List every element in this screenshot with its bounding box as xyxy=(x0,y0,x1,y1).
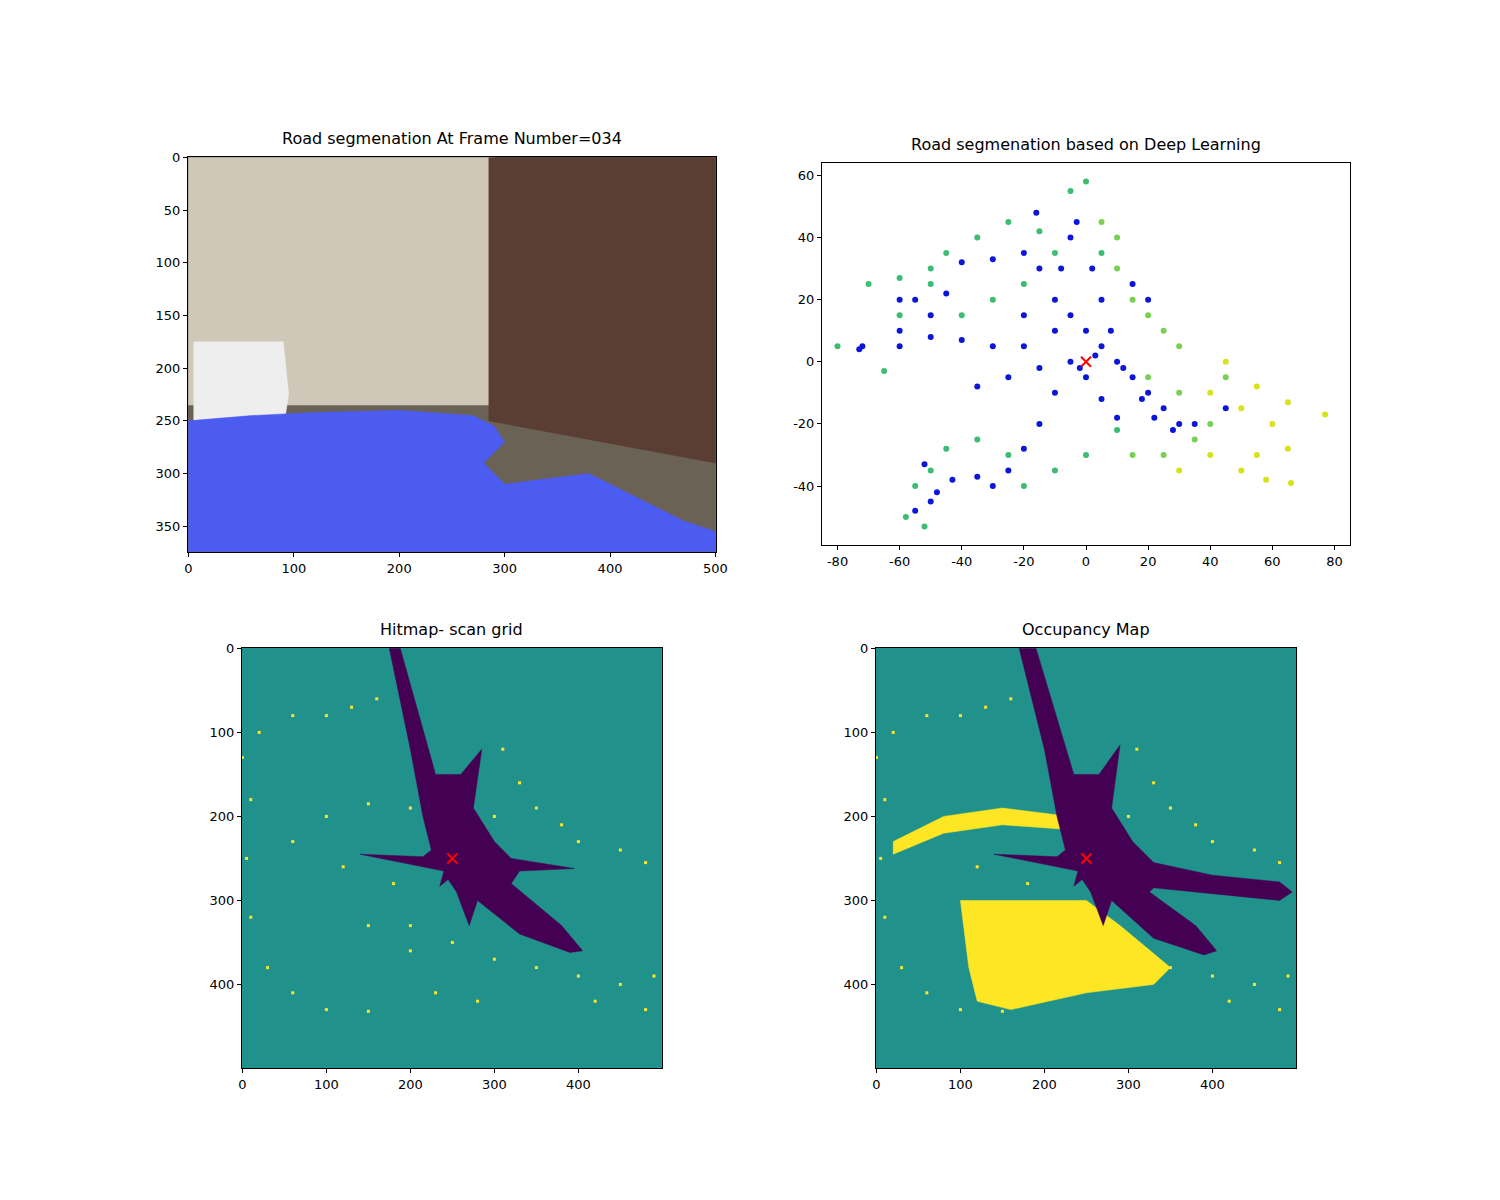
svg-text:300: 300 xyxy=(482,1077,507,1092)
svg-text:20: 20 xyxy=(798,292,815,307)
svg-text:200: 200 xyxy=(844,809,869,824)
svg-text:400: 400 xyxy=(566,1077,591,1092)
svg-text:-20: -20 xyxy=(1013,554,1034,569)
svg-text:200: 200 xyxy=(1032,1077,1057,1092)
svg-text:150: 150 xyxy=(156,308,181,323)
svg-text:40: 40 xyxy=(1202,554,1219,569)
svg-text:20: 20 xyxy=(1140,554,1157,569)
svg-text:-60: -60 xyxy=(889,554,910,569)
svg-text:250: 250 xyxy=(156,413,181,428)
svg-text:60: 60 xyxy=(1264,554,1281,569)
svg-text:350: 350 xyxy=(156,519,181,534)
svg-text:-40: -40 xyxy=(951,554,972,569)
svg-text:300: 300 xyxy=(844,893,869,908)
svg-text:50: 50 xyxy=(164,203,181,218)
svg-text:400: 400 xyxy=(1200,1077,1225,1092)
svg-text:Road segmenation based on Deep: Road segmenation based on Deep Learning xyxy=(911,135,1261,154)
svg-text:300: 300 xyxy=(210,893,235,908)
svg-text:-80: -80 xyxy=(827,554,848,569)
svg-text:300: 300 xyxy=(156,466,181,481)
svg-text:Hitmap- scan grid: Hitmap- scan grid xyxy=(380,620,523,639)
svg-text:60: 60 xyxy=(798,168,815,183)
svg-text:0: 0 xyxy=(860,641,868,656)
svg-text:Road segmenation At Frame Numb: Road segmenation At Frame Number=034 xyxy=(282,129,622,148)
svg-text:400: 400 xyxy=(844,977,869,992)
svg-text:500: 500 xyxy=(703,561,728,576)
svg-text:200: 200 xyxy=(210,809,235,824)
svg-text:80: 80 xyxy=(1326,554,1343,569)
svg-text:-20: -20 xyxy=(793,416,814,431)
svg-text:Occupancy Map: Occupancy Map xyxy=(1022,620,1150,639)
svg-text:0: 0 xyxy=(172,150,180,165)
svg-text:200: 200 xyxy=(387,561,412,576)
svg-text:-40: -40 xyxy=(793,479,814,494)
svg-text:0: 0 xyxy=(184,561,192,576)
svg-text:200: 200 xyxy=(156,361,181,376)
svg-text:100: 100 xyxy=(281,561,306,576)
svg-text:300: 300 xyxy=(492,561,517,576)
svg-text:0: 0 xyxy=(226,641,234,656)
svg-text:100: 100 xyxy=(844,725,869,740)
svg-text:0: 0 xyxy=(806,354,814,369)
svg-text:100: 100 xyxy=(156,255,181,270)
svg-text:0: 0 xyxy=(1082,554,1090,569)
svg-text:200: 200 xyxy=(398,1077,423,1092)
svg-text:100: 100 xyxy=(948,1077,973,1092)
svg-text:0: 0 xyxy=(238,1077,246,1092)
svg-text:100: 100 xyxy=(314,1077,339,1092)
svg-text:300: 300 xyxy=(1116,1077,1141,1092)
svg-text:0: 0 xyxy=(872,1077,880,1092)
svg-text:400: 400 xyxy=(210,977,235,992)
svg-text:40: 40 xyxy=(798,230,815,245)
svg-text:100: 100 xyxy=(210,725,235,740)
svg-text:400: 400 xyxy=(598,561,623,576)
